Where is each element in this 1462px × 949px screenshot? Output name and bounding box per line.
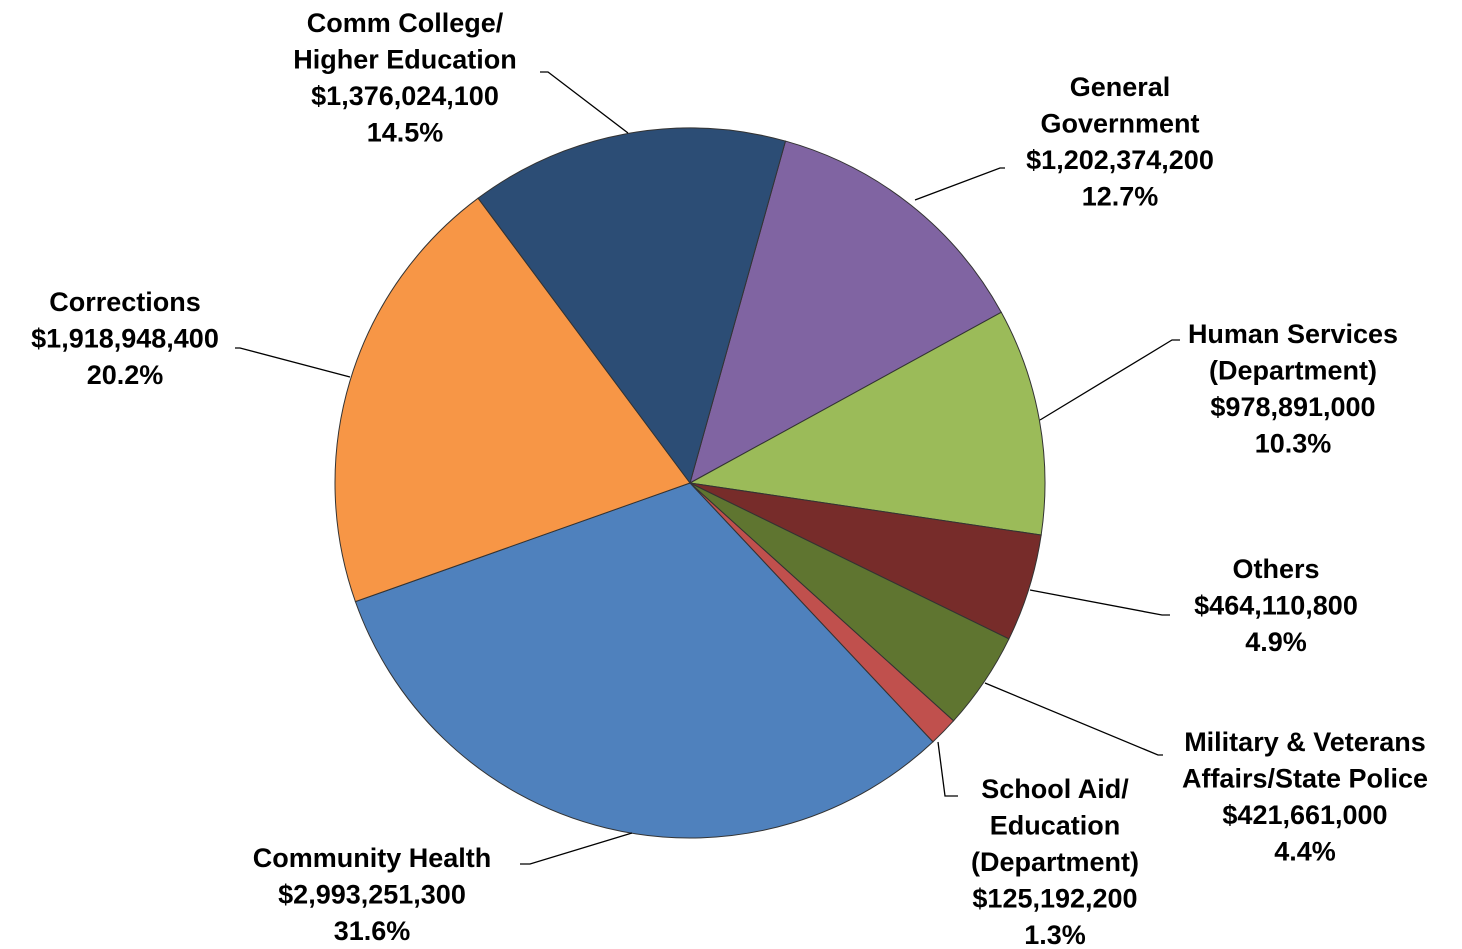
slice-label: Corrections: [49, 287, 201, 317]
slice-label: Comm College/Higher Education: [293, 8, 517, 75]
percent-label: 14.5%: [367, 118, 444, 148]
leader-line: [235, 347, 351, 378]
value-label: $1,202,374,200: [1026, 145, 1214, 175]
percent-label: 31.6%: [334, 916, 411, 946]
value-label: $421,661,000: [1222, 800, 1387, 830]
value-label: $125,192,200: [972, 884, 1137, 914]
slice-label: General Government: [1040, 72, 1199, 139]
leader-line: [984, 682, 1163, 756]
pie-slice: [689, 140, 1002, 485]
pie-slice: [688, 311, 1046, 536]
value-label: $2,993,251,300: [278, 880, 466, 910]
leader-line: [1039, 339, 1180, 421]
percent-label: 4.9%: [1245, 627, 1307, 657]
value-label: $1,376,024,100: [311, 81, 499, 111]
slice-label: Community Health: [253, 843, 492, 873]
leader-line: [520, 832, 633, 865]
pie-slice: [477, 127, 787, 485]
leader-line: [540, 71, 629, 134]
slice-label: Others: [1232, 554, 1319, 584]
value-label: $464,110,800: [1194, 591, 1358, 621]
slice-label: School Aid/Education (Department): [971, 774, 1139, 877]
slice-label: Human Services (Department): [1188, 319, 1398, 386]
percent-label: 20.2%: [87, 360, 164, 390]
value-label: $978,891,000: [1210, 392, 1375, 422]
slice-label: Military & Veterans Affairs/State Police: [1182, 727, 1428, 794]
percent-label: 1.3%: [1024, 920, 1086, 949]
pie-slice: [354, 482, 934, 839]
leader-line: [937, 741, 958, 797]
leader-line: [914, 167, 1005, 201]
pie-slice: [334, 197, 691, 603]
percent-label: 10.3%: [1255, 429, 1332, 459]
leader-line: [1029, 589, 1170, 616]
value-label: $1,918,948,400: [31, 324, 219, 354]
percent-label: 12.7%: [1082, 182, 1159, 212]
percent-label: 4.4%: [1274, 837, 1336, 867]
